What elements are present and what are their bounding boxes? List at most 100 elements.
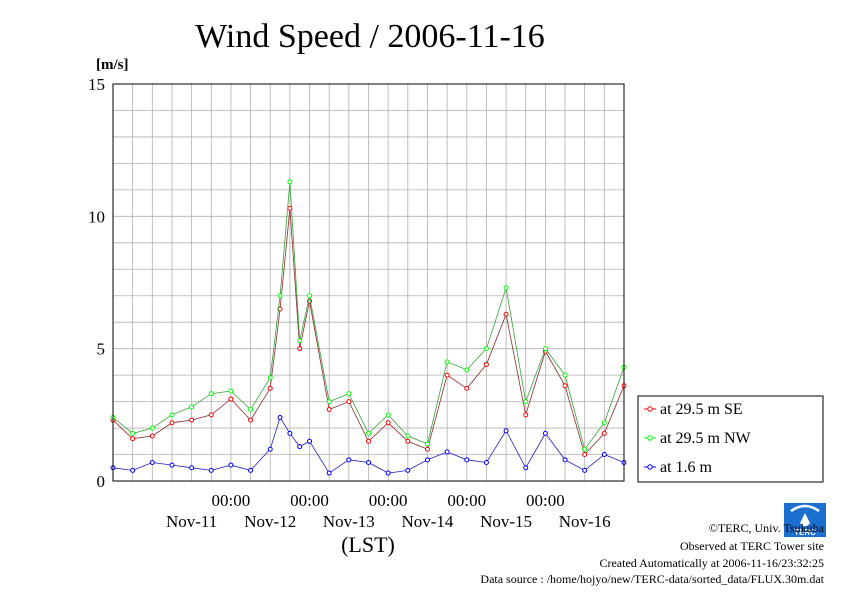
data-point xyxy=(277,293,283,299)
y-tick-label: 5 xyxy=(97,340,106,359)
data-point xyxy=(189,404,195,410)
data-point xyxy=(385,470,391,476)
data-point xyxy=(248,467,254,473)
credit-observed: Observed at TERC Tower site xyxy=(680,539,824,553)
data-point xyxy=(228,388,234,394)
data-point xyxy=(405,467,411,473)
data-point xyxy=(523,412,529,418)
data-point xyxy=(169,462,175,468)
data-point xyxy=(248,407,254,413)
data-point xyxy=(130,430,136,436)
legend-entry: at 29.5 m NW xyxy=(644,430,752,447)
data-point xyxy=(326,470,332,476)
data-point xyxy=(444,449,450,455)
data-point xyxy=(366,438,371,444)
data-point xyxy=(424,441,430,447)
x-tick-label-date: Nov-14 xyxy=(401,512,453,531)
legend-label: at 1.6 m xyxy=(660,459,713,476)
data-point xyxy=(601,430,607,436)
data-point xyxy=(228,396,234,402)
data-point xyxy=(130,467,136,473)
data-point xyxy=(326,399,332,405)
data-point xyxy=(228,462,234,468)
data-point xyxy=(208,412,214,418)
logo-text: TERC xyxy=(794,528,816,537)
data-point xyxy=(424,446,430,452)
data-point xyxy=(562,383,568,389)
data-point xyxy=(346,391,352,397)
chart-title: Wind Speed / 2006-11-16 xyxy=(195,18,545,55)
data-point xyxy=(464,457,470,463)
data-point xyxy=(424,457,430,463)
legend-box xyxy=(637,395,824,483)
x-tick-label-time: 00:00 xyxy=(212,491,251,510)
plot-frame xyxy=(112,83,625,482)
data-point xyxy=(149,425,155,431)
x-tick-label-date: Nov-12 xyxy=(244,512,296,531)
credit-created: Created Automatically at 2006-11-16/23:3… xyxy=(599,556,824,570)
legend-marker xyxy=(647,435,653,441)
data-point xyxy=(149,433,155,439)
data-point xyxy=(483,362,489,368)
data-point xyxy=(542,346,548,352)
data-point xyxy=(277,306,283,312)
data-point xyxy=(483,346,489,352)
data-point xyxy=(297,346,303,352)
data-point xyxy=(326,407,332,413)
data-point xyxy=(248,417,254,423)
x-axis-label: (LST) xyxy=(341,532,395,557)
legend-marker xyxy=(647,464,653,470)
data-point xyxy=(366,430,371,436)
series-3 xyxy=(110,414,627,476)
data-point xyxy=(169,412,175,418)
x-tick-label-date: Nov-15 xyxy=(480,512,532,531)
data-point xyxy=(385,412,391,418)
legend-entry: at 1.6 m xyxy=(644,459,713,476)
data-point xyxy=(307,293,313,299)
credit-source: Data source : /home/hojyo/new/TERC-data/… xyxy=(480,572,824,586)
data-point xyxy=(562,457,568,463)
x-tick-label-time: 00:00 xyxy=(369,491,408,510)
x-tick-label-date: Nov-11 xyxy=(166,512,217,531)
data-point xyxy=(483,459,489,465)
x-tick-label-time: 00:00 xyxy=(290,491,329,510)
data-point xyxy=(277,414,283,420)
data-point xyxy=(189,417,195,423)
y-tick-label: 10 xyxy=(88,207,105,226)
data-point xyxy=(444,372,450,378)
x-tick-labels: Nov-11 00:00 Nov-12 00:00 Nov-13 00:00 Nov-14 0… xyxy=(166,491,611,531)
legend: at 29.5 m SE at 29.5 m NW at 1.6 m xyxy=(637,395,824,483)
data-point xyxy=(601,420,607,426)
data-point xyxy=(189,465,195,471)
data-point xyxy=(523,399,529,405)
legend-entry: at 29.5 m SE xyxy=(644,401,743,418)
x-tick-label-date: Nov-13 xyxy=(323,512,375,531)
data-point xyxy=(405,433,411,439)
data-point xyxy=(562,372,568,378)
data-point xyxy=(464,385,470,391)
data-point xyxy=(385,420,391,426)
data-point xyxy=(582,467,588,473)
data-point xyxy=(542,430,548,436)
data-point xyxy=(444,359,450,365)
y-tick-labels: 0 5 10 15 xyxy=(88,75,105,491)
legend-entries: at 29.5 m SE at 29.5 m NW at 1.6 m xyxy=(644,401,752,476)
data-point xyxy=(169,420,175,426)
x-tick-label-time: 00:00 xyxy=(447,491,486,510)
data-point xyxy=(405,438,411,444)
data-point xyxy=(267,446,273,452)
water-drop-icon xyxy=(800,513,810,527)
y-tick-label: 15 xyxy=(88,75,105,94)
series-1 xyxy=(110,205,627,458)
y-axis-unit-label: [m/s] xyxy=(96,57,129,73)
legend-label: at 29.5 m NW xyxy=(660,430,752,447)
series-2 xyxy=(110,179,627,452)
data-point xyxy=(267,385,273,391)
data-point xyxy=(287,430,293,436)
legend-marker xyxy=(647,406,653,412)
data-point xyxy=(297,444,303,450)
data-point xyxy=(366,459,371,465)
data-point xyxy=(307,438,313,444)
data-point xyxy=(582,452,588,458)
